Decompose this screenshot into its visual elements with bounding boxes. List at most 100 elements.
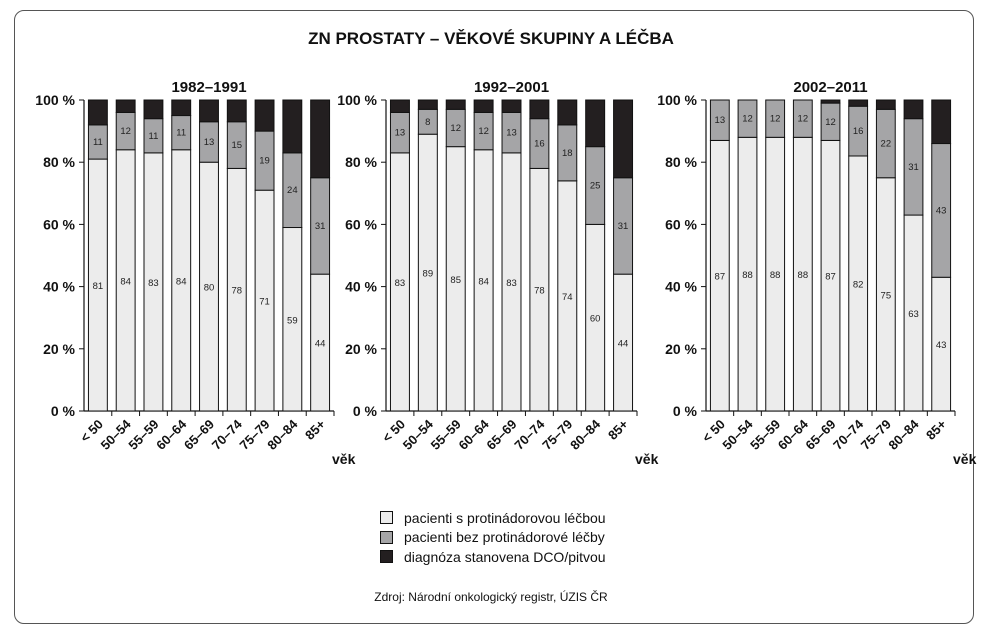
- x-tick-label: 60–64: [153, 416, 190, 453]
- data-label: 71: [259, 297, 270, 308]
- data-label: 74: [562, 292, 573, 303]
- data-label: 43: [936, 205, 947, 216]
- bar-segment-dco: [87, 99, 108, 126]
- x-tick-label: 80–84: [264, 416, 301, 453]
- data-label: 13: [204, 137, 215, 148]
- data-label: 44: [618, 339, 629, 350]
- y-tick-label: 20 %: [43, 341, 75, 357]
- data-label: 44: [315, 339, 326, 350]
- bar-segment-dco: [254, 99, 275, 132]
- data-label: 11: [176, 128, 186, 139]
- x-tick-label: 50–54: [400, 416, 437, 453]
- data-label: 16: [534, 139, 545, 150]
- data-label: 12: [798, 114, 809, 125]
- y-tick-label: 0 %: [673, 403, 698, 419]
- data-label: 12: [450, 123, 461, 134]
- data-label: 43: [936, 340, 947, 351]
- data-label: 12: [825, 117, 836, 128]
- bar-segment-dco: [226, 99, 247, 123]
- data-label: 84: [120, 276, 131, 287]
- y-tick-label: 0 %: [353, 403, 378, 419]
- bar-segment-dco: [557, 99, 578, 126]
- data-label: 16: [853, 126, 864, 137]
- bar-segment-dco: [501, 99, 522, 113]
- data-label: 63: [908, 309, 919, 320]
- x-tick-label: 70–74: [209, 416, 246, 453]
- data-label: 80: [204, 283, 215, 294]
- y-tick-label: 80 %: [665, 154, 697, 170]
- data-label: 83: [148, 278, 159, 289]
- bar-segment-dco: [613, 99, 634, 179]
- data-label: 18: [562, 148, 573, 159]
- data-label: 89: [423, 269, 434, 280]
- x-tick-label: 85+: [302, 416, 328, 442]
- x-tick-label: 75–79: [237, 417, 273, 453]
- bar-segment-dco: [282, 99, 303, 154]
- legend-item-treated: pacienti s protinádorovou léčbou: [380, 508, 606, 528]
- y-tick-label: 0 %: [51, 403, 76, 419]
- x-tick-label: 65–69: [483, 417, 519, 453]
- data-label: 84: [478, 276, 489, 287]
- data-label: 78: [534, 286, 545, 297]
- x-tick-label: 50–54: [719, 416, 756, 453]
- data-label: 13: [715, 115, 726, 126]
- data-label: 12: [770, 114, 781, 125]
- bar-segment-dco: [585, 99, 606, 148]
- data-label: 83: [395, 278, 406, 289]
- x-tick-label: 75–79: [539, 417, 575, 453]
- bar-segment-untreated: [737, 99, 758, 138]
- bar-segment-dco: [820, 99, 841, 104]
- y-tick-label: 80 %: [345, 154, 377, 170]
- panel-title: 1992–2001: [474, 79, 549, 96]
- data-label: 60: [590, 314, 601, 325]
- panel-title: 2002–2011: [793, 79, 867, 96]
- bar-segment-untreated: [792, 99, 813, 138]
- y-tick-label: 60 %: [43, 216, 75, 232]
- legend-swatch: [380, 511, 393, 525]
- data-label: 88: [742, 270, 753, 281]
- data-label: 15: [231, 140, 242, 151]
- x-axis-label: věk: [332, 451, 356, 467]
- data-label: 12: [120, 126, 131, 137]
- legend-swatch: [380, 530, 393, 544]
- data-label: 81: [93, 281, 104, 292]
- data-label: 88: [798, 270, 809, 281]
- data-label: 19: [259, 156, 270, 167]
- legend-item-untreated: pacienti bez protinádorové léčby: [380, 528, 606, 548]
- bar-segment-dco: [389, 99, 410, 113]
- y-tick-label: 20 %: [345, 341, 377, 357]
- y-tick-label: 40 %: [665, 279, 697, 295]
- x-tick-label: 50–54: [98, 416, 135, 453]
- y-tick-label: 20 %: [665, 341, 697, 357]
- chart-card: [14, 10, 974, 624]
- chart-title: ZN PROSTATY – VĚKOVÉ SKUPINY A LÉČBA: [308, 29, 674, 48]
- bar-segment-dco: [848, 99, 869, 107]
- y-tick-label: 60 %: [665, 216, 697, 232]
- data-label: 59: [287, 315, 298, 326]
- x-tick-label: 55–59: [747, 417, 783, 453]
- x-tick-label: 65–69: [802, 417, 838, 453]
- bar-segment-dco: [445, 99, 466, 110]
- y-tick-label: 100 %: [337, 92, 377, 108]
- data-label: 85: [450, 275, 461, 286]
- data-label: 8: [425, 117, 430, 128]
- y-tick-label: 80 %: [43, 154, 75, 170]
- bar-segment-untreated: [765, 99, 786, 138]
- x-tick-label: 80–84: [567, 416, 604, 453]
- data-label: 31: [908, 162, 919, 173]
- data-label: 11: [93, 137, 103, 148]
- bar-segment-dco: [529, 99, 550, 120]
- data-label: 31: [618, 221, 629, 232]
- bar-segment-dco: [903, 99, 924, 120]
- data-label: 84: [176, 276, 187, 287]
- legend-label: pacienti s protinádorovou léčbou: [404, 509, 606, 526]
- data-label: 31: [315, 221, 326, 232]
- x-tick-label: 85+: [605, 416, 631, 442]
- data-label: 11: [149, 131, 159, 142]
- data-label: 13: [395, 128, 406, 139]
- bar-segment-dco: [310, 99, 331, 179]
- x-tick-label: 70–74: [511, 416, 548, 453]
- bar-segment-dco: [931, 99, 952, 145]
- x-tick-label: 65–69: [181, 417, 217, 453]
